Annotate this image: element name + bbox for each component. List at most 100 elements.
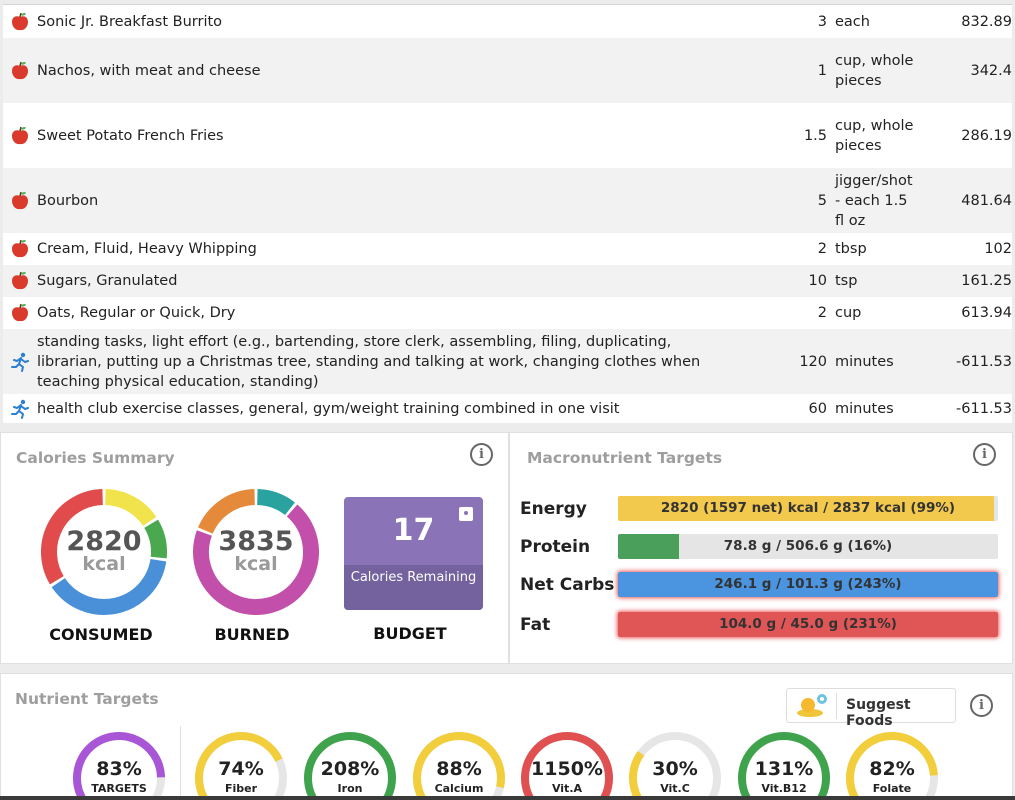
info-icon[interactable]: i: [970, 694, 993, 717]
entry-unit: tbsp: [835, 241, 867, 257]
gauge-fill: [304, 732, 396, 800]
gauge-name: Calcium: [434, 782, 484, 795]
gauge-fill: [195, 732, 283, 800]
diary-row[interactable]: Sweet Potato French Fries 1.5 cup, whole…: [3, 103, 1012, 168]
consumed-value: 2820: [66, 526, 142, 557]
gauge-percent: 208%: [320, 758, 380, 780]
entry-unit: cup: [835, 305, 862, 321]
diary-row[interactable]: Nachos, with meat and cheese 1 cup, whol…: [3, 38, 1012, 103]
entry-description: standing tasks, light effort (e.g., bart…: [37, 333, 701, 390]
nutrient-gauge-targets[interactable]: 83% TARGETS: [71, 730, 167, 800]
entry-description: Nachos, with meat and cheese: [37, 62, 261, 79]
entry-calories: -611.53: [956, 353, 1012, 370]
gauge-fill: [521, 732, 613, 800]
net-carbs-bar-fill: [618, 572, 998, 597]
apple-icon: [3, 126, 37, 146]
macro-label-net-carbs: Net Carbs: [520, 575, 615, 595]
entry-amount: 1: [817, 62, 827, 79]
donut-segment: [193, 504, 319, 615]
donut-segment: [104, 489, 157, 527]
entry-calories: 613.94: [961, 305, 1012, 321]
donut-segment: [198, 489, 256, 534]
entry-amount: 10: [808, 273, 827, 289]
macro-label-protein: Protein: [520, 537, 591, 557]
apple-icon: [3, 239, 37, 259]
consumed-unit: kcal: [82, 553, 126, 575]
apple-icon: [3, 271, 37, 291]
protein-bar-text: 78.8 g / 506.6 g (16%): [723, 538, 893, 554]
budget-label: BUDGET: [373, 624, 447, 643]
entry-description: Sonic Jr. Breakfast Burrito: [37, 13, 223, 30]
entry-unit: tsp: [835, 273, 858, 289]
diary-row[interactable]: standing tasks, light effort (e.g., bart…: [3, 329, 1012, 394]
entry-amount: 2: [817, 241, 827, 257]
diary-row[interactable]: Sugars, Granulated 10 tsp 161.25: [3, 265, 1012, 297]
gauge-arc: [629, 732, 721, 800]
nutrient-gauge-fiber[interactable]: 74% Fiber: [193, 730, 289, 800]
bottom-scrollbar[interactable]: [0, 796, 1015, 800]
net-carbs-bar: 246.1 g / 101.3 g (243%): [618, 572, 998, 597]
nutrient-gauge-folate[interactable]: 82% Folate: [844, 730, 940, 800]
gauge-percent: 1150%: [531, 758, 603, 780]
gauge-fill: [73, 732, 165, 800]
diary-row[interactable]: Oats, Regular or Quick, Dry 2 cup 613.94: [3, 297, 1012, 329]
entry-description: health club exercise classes, general, g…: [37, 400, 620, 417]
entry-unit: minutes: [835, 400, 894, 417]
entry-description: Bourbon: [37, 192, 99, 209]
donut-segment: [144, 519, 167, 559]
gauge-name: Iron: [337, 782, 363, 795]
nutrient-gauge-vit-c[interactable]: 30% Vit.C: [627, 730, 723, 800]
fat-bar: 104.0 g / 45.0 g (231%): [618, 612, 998, 637]
suggest-foods-label: Suggest Foods: [846, 697, 911, 729]
nutrient-gauge-iron[interactable]: 208% Iron: [302, 730, 398, 800]
gauge-name: Vit.B12: [761, 782, 807, 795]
entry-amount: 1.5: [803, 127, 827, 144]
budget-value: 17: [392, 513, 435, 548]
energy-bar: 2820 (1597 net) kcal / 2837 kcal (99%): [618, 496, 998, 521]
gauge-arc: [73, 732, 165, 800]
gauge-arc: [738, 732, 830, 800]
nutrient-gauge-vit-b12[interactable]: 131% Vit.B12: [736, 730, 832, 800]
fat-bar-fill: [618, 612, 998, 637]
gauge-arc: [304, 732, 396, 800]
apple-icon: [3, 191, 37, 211]
diary-row[interactable]: health club exercise classes, general, g…: [3, 394, 1012, 423]
gauge-arc: [521, 732, 613, 800]
gauge-name: Fiber: [224, 782, 258, 795]
entry-unit: cup, whole pieces: [835, 117, 914, 154]
entry-unit: minutes: [835, 353, 894, 370]
info-icon[interactable]: i: [973, 443, 996, 466]
suggest-foods-button[interactable]: Suggest Foods: [786, 688, 956, 729]
gauge-fill: [846, 732, 938, 800]
entry-description: Sugars, Granulated: [37, 273, 178, 289]
gauge-fill: [738, 732, 830, 800]
entry-amount: 120: [799, 353, 827, 370]
consumed-donut-segments: [41, 489, 167, 615]
info-icon[interactable]: i: [470, 443, 493, 466]
gauge-percent: 131%: [754, 758, 814, 780]
entry-calories: 481.64: [961, 192, 1012, 209]
diary-row[interactable]: Sonic Jr. Breakfast Burrito 3 each 832.8…: [3, 5, 1012, 38]
entry-calories: 102: [984, 241, 1012, 257]
budget-box[interactable]: 17 Calories Remaining: [344, 497, 483, 610]
apple-icon: [3, 61, 37, 81]
entry-description: Oats, Regular or Quick, Dry: [37, 305, 236, 321]
diary-row[interactable]: Bourbon 5 jigger/shot - each 1.5 fl oz 4…: [3, 168, 1012, 233]
diary-row[interactable]: Cream, Fluid, Heavy Whipping 2 tbsp 102: [3, 233, 1012, 265]
entry-amount: 5: [817, 192, 827, 209]
energy-bar-fill: [618, 496, 995, 521]
runner-icon: [3, 352, 37, 372]
apple-icon: [3, 12, 37, 32]
nutrient-gauge-calcium[interactable]: 88% Calcium: [411, 730, 507, 800]
nutrient-gauge-vit-a[interactable]: 1150% Vit.A: [519, 730, 615, 800]
burned-donut-segments: [193, 489, 319, 615]
gauge-name: Vit.A: [551, 782, 583, 795]
tag-icon: [459, 507, 473, 521]
gauge-name: Folate: [872, 782, 912, 795]
donut-segment: [41, 489, 104, 585]
entry-unit: jigger/shot - each 1.5 fl oz: [835, 172, 913, 229]
consumed-donut: [41, 489, 167, 615]
gauge-arc: [195, 732, 287, 800]
gauge-name: Vit.C: [660, 782, 690, 795]
entry-amount: 3: [817, 13, 827, 30]
